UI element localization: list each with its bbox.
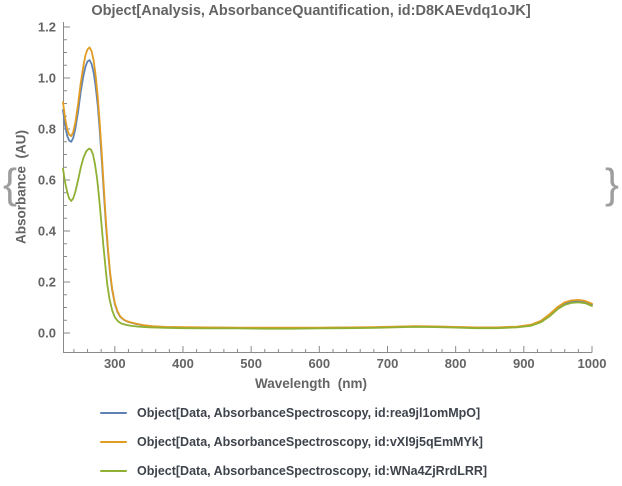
y-tick-label: 0.4 [38, 224, 57, 239]
legend-label: Object[Data, AbsorbanceSpectroscopy, id:… [137, 463, 488, 478]
x-tick-label: 600 [308, 356, 330, 371]
legend-label: Object[Data, AbsorbanceSpectroscopy, id:… [137, 434, 483, 449]
y-tick-label: 0.0 [38, 326, 56, 341]
y-tick-label: 0.6 [38, 173, 56, 188]
series-swatch-blue [100, 411, 127, 414]
x-tick-label: 700 [377, 356, 399, 371]
legend-item: Object[Data, AbsorbanceSpectroscopy, id:… [100, 427, 487, 456]
y-tick-label: 0.2 [38, 275, 56, 290]
x-tick-label: 300 [104, 356, 126, 371]
legend-label: Object[Data, AbsorbanceSpectroscopy, id:… [137, 405, 481, 420]
plot-title: Object[Analysis, AbsorbanceQuantificatio… [91, 3, 531, 19]
series-line-0 [62, 59, 593, 329]
y-tick-label: 1.0 [38, 71, 56, 86]
x-axis-label: Wavelength (nm) [254, 376, 367, 391]
left-brace-decoration: { [3, 160, 18, 207]
axes-lines [63, 22, 592, 353]
x-tick-label: 400 [172, 356, 194, 371]
series-line-1 [62, 46, 593, 329]
x-tick-label: 800 [445, 356, 467, 371]
legend-item: Object[Data, AbsorbanceSpectroscopy, id:… [100, 456, 487, 485]
series-swatch-green [100, 469, 127, 472]
right-brace-decoration: } [604, 160, 619, 207]
legend: Object[Data, AbsorbanceSpectroscopy, id:… [100, 398, 487, 485]
plot-canvas: 300 400 500 600 700 800 900 1000 0.0 0.2 0.4 0.6 0.8… [38, 20, 607, 372]
series-swatch-orange [100, 440, 127, 443]
x-tick-label: 500 [240, 356, 262, 371]
y-tick-label: 1.2 [38, 20, 56, 35]
x-tick-label: 900 [513, 356, 535, 371]
legend-item: Object[Data, AbsorbanceSpectroscopy, id:… [100, 398, 487, 427]
series-line-2 [62, 147, 593, 330]
x-tick-label: 1000 [578, 356, 607, 371]
y-tick-label: 0.8 [38, 122, 56, 137]
